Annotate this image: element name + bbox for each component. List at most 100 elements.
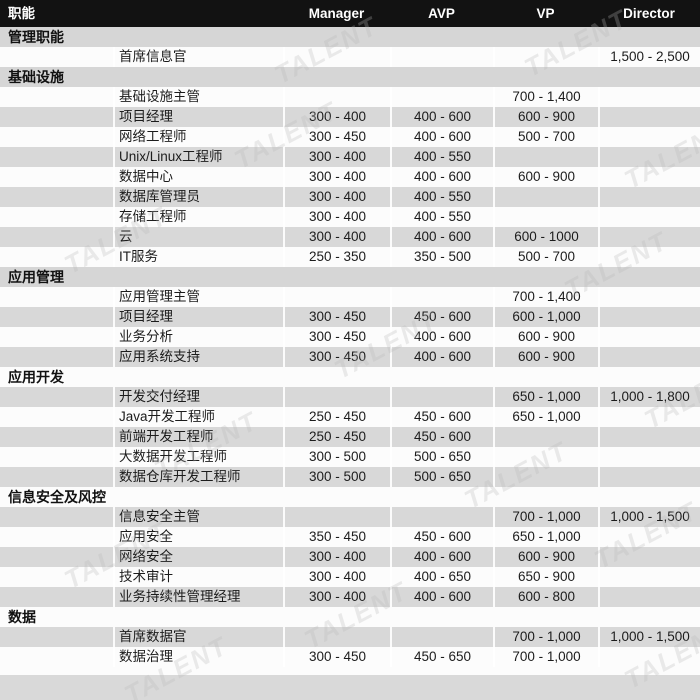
section-spacer-cell: [0, 407, 113, 427]
section-spacer-cell: [0, 127, 113, 147]
manager-cell: 300 - 400: [283, 187, 390, 207]
table-header-row: 职能 Manager AVP VP Director: [0, 0, 700, 27]
table-row: 项目经理 300 - 450 450 - 600 600 - 1,000: [0, 307, 700, 327]
manager-cell: 300 - 500: [283, 467, 390, 487]
director-cell: [598, 147, 700, 167]
section-row: 管理职能: [0, 27, 700, 47]
vp-cell: 500 - 700: [493, 127, 598, 147]
role-cell: 项目经理: [113, 307, 283, 327]
section-spacer-cell: [0, 507, 113, 527]
avp-cell: [390, 47, 493, 67]
avp-cell: 450 - 600: [390, 427, 493, 447]
table-row: 数据中心 300 - 400 400 - 600 600 - 900: [0, 167, 700, 187]
table-row: 应用系统支持 300 - 450 400 - 600 600 - 900: [0, 347, 700, 367]
role-cell: 数据中心: [113, 167, 283, 187]
header-col-avp: AVP: [428, 6, 455, 21]
director-cell: [598, 287, 700, 307]
section-spacer-cell: [0, 167, 113, 187]
manager-cell: 250 - 450: [283, 427, 390, 447]
director-cell: [598, 527, 700, 547]
table-row: 技术审计 300 - 400 400 - 650 650 - 900: [0, 567, 700, 587]
role-cell: 基础设施主管: [113, 87, 283, 107]
table-row: 数据库管理员 300 - 400 400 - 550: [0, 187, 700, 207]
section-spacer-cell: [0, 427, 113, 447]
role-cell: 网络工程师: [113, 127, 283, 147]
table-row: 云 300 - 400 400 - 600 600 - 1000: [0, 227, 700, 247]
section-spacer-cell: [0, 467, 113, 487]
role-cell: 存储工程师: [113, 207, 283, 227]
director-cell: [598, 127, 700, 147]
vp-cell: 700 - 1,000: [493, 507, 598, 527]
vp-cell: 700 - 1,400: [493, 287, 598, 307]
manager-cell: 300 - 500: [283, 447, 390, 467]
vp-cell: [493, 187, 598, 207]
avp-cell: [390, 87, 493, 107]
table-row: 信息安全主管 700 - 1,000 1,000 - 1,500: [0, 507, 700, 527]
table-row: 应用管理主管 700 - 1,400: [0, 287, 700, 307]
director-cell: [598, 87, 700, 107]
role-cell: IT服务: [113, 247, 283, 267]
vp-cell: 600 - 900: [493, 107, 598, 127]
role-cell: 数据仓库开发工程师: [113, 467, 283, 487]
manager-cell: [283, 87, 390, 107]
role-cell: Unix/Linux工程师: [113, 147, 283, 167]
director-cell: [598, 347, 700, 367]
director-cell: 1,000 - 1,500: [598, 507, 700, 527]
salary-table-body: 管理职能 首席信息官 1,500 - 2,500 基础设施 基础设施主管 700 - 1,…: [0, 27, 700, 667]
table-row: 业务分析 300 - 450 400 - 600 600 - 900: [0, 327, 700, 347]
table-row: 开发交付经理 650 - 1,000 1,000 - 1,800: [0, 387, 700, 407]
manager-cell: 250 - 450: [283, 407, 390, 427]
section-row: 数据: [0, 607, 700, 627]
director-cell: [598, 427, 700, 447]
section-spacer-cell: [0, 587, 113, 607]
table-row: IT服务 250 - 350 350 - 500 500 - 700: [0, 247, 700, 267]
role-cell: 应用安全: [113, 527, 283, 547]
avp-cell: 400 - 600: [390, 127, 493, 147]
role-cell: 云: [113, 227, 283, 247]
section-row: 信息安全及风控: [0, 487, 700, 507]
director-cell: [598, 187, 700, 207]
director-cell: [598, 407, 700, 427]
table-row: 大数据开发工程师 300 - 500 500 - 650: [0, 447, 700, 467]
vp-cell: [493, 47, 598, 67]
section-spacer-cell: [0, 207, 113, 227]
table-row: 网络安全 300 - 400 400 - 600 600 - 900: [0, 547, 700, 567]
manager-cell: [283, 47, 390, 67]
avp-cell: 500 - 650: [390, 447, 493, 467]
vp-cell: 700 - 1,400: [493, 87, 598, 107]
avp-cell: 400 - 600: [390, 347, 493, 367]
header-col-vp: VP: [536, 6, 555, 21]
section-row: 基础设施: [0, 67, 700, 87]
section-spacer-cell: [0, 107, 113, 127]
avp-cell: 400 - 600: [390, 167, 493, 187]
avp-cell: [390, 507, 493, 527]
role-cell: 大数据开发工程师: [113, 447, 283, 467]
director-cell: [598, 167, 700, 187]
vp-cell: 500 - 700: [493, 247, 598, 267]
bottom-spacer: [0, 667, 700, 675]
director-cell: [598, 327, 700, 347]
avp-cell: 400 - 600: [390, 547, 493, 567]
vp-cell: [493, 467, 598, 487]
section-spacer-cell: [0, 247, 113, 267]
section-spacer-cell: [0, 387, 113, 407]
table-row: Java开发工程师 250 - 450 450 - 600 650 - 1,000: [0, 407, 700, 427]
header-function-label: 职能: [8, 6, 35, 21]
avp-cell: 400 - 550: [390, 147, 493, 167]
role-cell: 业务分析: [113, 327, 283, 347]
avp-cell: 400 - 600: [390, 587, 493, 607]
avp-cell: 400 - 550: [390, 187, 493, 207]
vp-cell: 650 - 1,000: [493, 407, 598, 427]
manager-cell: [283, 287, 390, 307]
director-cell: [598, 207, 700, 227]
manager-cell: 300 - 450: [283, 127, 390, 147]
director-cell: [598, 567, 700, 587]
section-spacer-cell: [0, 347, 113, 367]
table-row: 应用安全 350 - 450 450 - 600 650 - 1,000: [0, 527, 700, 547]
manager-cell: 300 - 400: [283, 547, 390, 567]
avp-cell: [390, 627, 493, 647]
vp-cell: 650 - 900: [493, 567, 598, 587]
avp-cell: 400 - 600: [390, 227, 493, 247]
role-cell: 技术审计: [113, 567, 283, 587]
section-spacer-cell: [0, 187, 113, 207]
